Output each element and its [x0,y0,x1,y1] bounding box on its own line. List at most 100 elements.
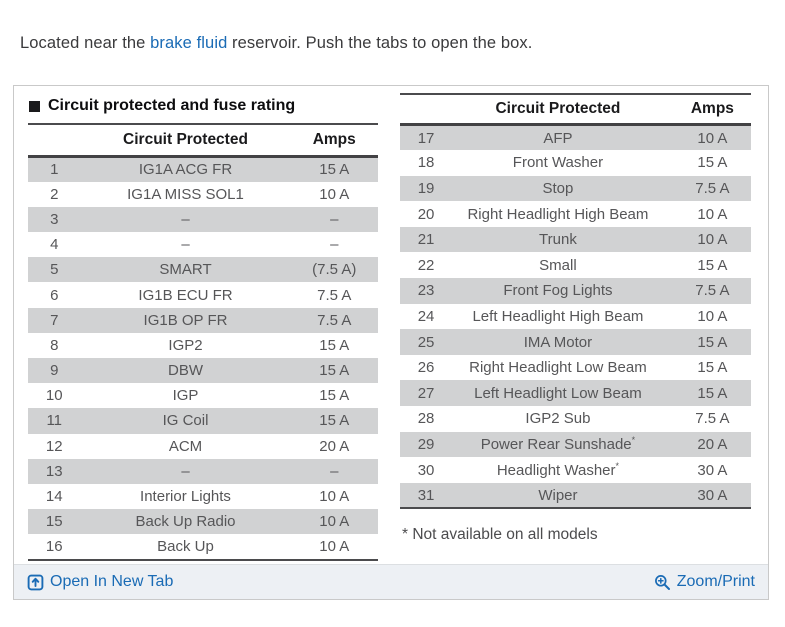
cell-amps: 10 A [319,513,350,531]
cell-num: 12 [45,437,63,455]
cell-amps: 30 A [697,486,728,504]
table-row: 30 Headlight Washer* 30 A [400,457,751,483]
cell-amps: 7.5 A [695,179,730,197]
table-row: 22 Small 15 A [400,252,751,278]
cell-circuit: Wiper [538,486,578,504]
fuse-table-panel: Circuit protected and fuse rating Circui… [13,85,769,600]
cell-amps: 15 A [319,336,350,354]
cell-num: 29 [417,435,435,453]
cell-amps: 15 A [697,333,728,351]
cell-circuit: IG1B OP FR [143,311,228,329]
cell-num: 25 [417,333,435,351]
cell-amps: 15 A [697,384,728,402]
cell-num: 22 [417,256,435,274]
table-row: 10 IGP 15 A [28,383,378,408]
cell-amps: – [330,236,339,254]
cell-num: 14 [45,488,63,506]
table-row: 21 Trunk 10 A [400,226,751,253]
zoom-print-link[interactable]: Zoom/Print [654,573,755,591]
cell-num: 8 [50,336,59,354]
cell-circuit: IGP2 [168,336,203,354]
right-fuse-table: Circuit Protected Amps 17 AFP 10 A 18 Front … [400,93,751,510]
table-row: 26 Right Headlight Low Beam 15 A [400,355,751,381]
table-row: 2 IG1A MISS SOL1 10 A [28,182,378,207]
cell-amps: – [330,210,339,228]
cell-amps: 15 A [319,412,350,430]
table-row: 25 IMA Motor 15 A [400,329,751,355]
column-header-num [28,125,81,158]
cell-amps: 30 A [697,461,728,479]
cell-num: 16 [45,537,63,555]
table-row: 11 IG Coil 15 A [28,408,378,434]
cell-circuit: IG1B ECU FR [138,286,233,304]
section-title: Circuit protected and fuse rating [28,93,378,125]
cell-num: 28 [417,410,435,428]
table-row: 6 IG1B ECU FR 7.5 A [28,282,378,307]
cell-circuit: – [181,236,190,254]
cell-num: 7 [50,311,59,329]
viewer-footer: Open In New Tab Zoom/Print [14,564,768,599]
cell-amps: 10 A [697,129,728,147]
table-row: 20 Right Headlight High Beam 10 A [400,201,751,227]
table-row: 12 ACM 20 A [28,434,378,459]
models-footnote: * Not available on all models [402,526,598,544]
cell-circuit: Left Headlight High Beam [472,307,644,325]
zoom-print-label: Zoom/Print [676,573,755,590]
cell-circuit: IGP2 Sub [525,410,591,428]
right-table-body: 17 AFP 10 A 18 Front Washer 15 A 19 Stop 7.5 A 20… [400,124,751,509]
column-header-circuit: Circuit Protected [80,125,291,158]
table-row: 1 IG1A ACG FR 15 A [28,156,378,182]
cell-num: 31 [417,486,435,504]
cell-amps: 7.5 A [695,282,730,300]
cell-circuit: Headlight Washer* [496,460,620,479]
cell-amps: 15 A [697,256,728,274]
left-table-header-row: Circuit Protected Amps [28,125,378,158]
section-bullet-icon [29,100,40,112]
cell-num: 4 [50,236,59,254]
cell-circuit: IGP [172,387,199,405]
cell-amps: 10 A [319,537,350,555]
cell-amps: 15 A [697,154,728,172]
cell-circuit: IG Coil [162,412,209,430]
cell-circuit: Small [539,256,577,274]
cell-amps: 10 A [319,488,350,506]
table-row: 17 AFP 10 A [400,124,751,151]
table-row: 8 IGP2 15 A [28,333,378,358]
cell-amps: 15 A [319,161,350,179]
cell-circuit: IMA Motor [523,333,593,351]
table-row: 18 Front Washer 15 A [400,150,751,176]
table-row: 23 Front Fog Lights 7.5 A [400,278,751,304]
cell-num: 27 [417,384,435,402]
open-in-new-tab-link[interactable]: Open In New Tab [27,573,173,591]
right-column: Circuit Protected Amps 17 AFP 10 A 18 Front … [400,93,751,544]
brake-fluid-link[interactable]: brake fluid [150,33,228,52]
cell-amps: (7.5 A) [312,261,357,279]
section-title-text: Circuit protected and fuse rating [48,97,296,114]
cell-num: 30 [417,461,435,479]
cell-num: 9 [50,362,59,380]
cell-num: 23 [417,282,435,300]
cell-num: 10 [45,387,63,405]
cell-circuit: ACM [168,437,203,455]
cell-circuit: DBW [168,362,203,380]
cell-num: 6 [50,286,59,304]
intro-before: Located near the [20,33,151,52]
column-header-amps: Amps [290,125,378,158]
open-in-new-tab-icon [27,574,44,591]
left-table-body: 1 IG1A ACG FR 15 A 2 IG1A MISS SOL1 10 A 3 – – 4 –… [28,156,378,560]
right-table-header-row: Circuit Protected Amps [400,94,751,126]
cell-circuit: IG1A ACG FR [138,161,233,179]
cell-amps: 20 A [697,435,728,453]
cell-amps: 10 A [697,231,728,249]
column-header-circuit: Circuit Protected [442,94,674,126]
open-in-new-tab-label: Open In New Tab [50,573,174,590]
cell-circuit: Power Rear Sunshade* [480,434,636,453]
cell-num: 1 [50,161,59,179]
left-fuse-table: Circuit Protected Amps 1 IG1A ACG FR 15 A 2… [28,125,378,561]
cell-circuit: Right Headlight Low Beam [469,359,647,377]
cell-num: 11 [46,412,63,430]
cell-circuit: – [181,462,190,480]
table-row: 9 DBW 15 A [28,358,378,384]
table-row: 5 SMART (7.5 A) [28,257,378,283]
cell-circuit: Back Up Radio [135,513,236,531]
